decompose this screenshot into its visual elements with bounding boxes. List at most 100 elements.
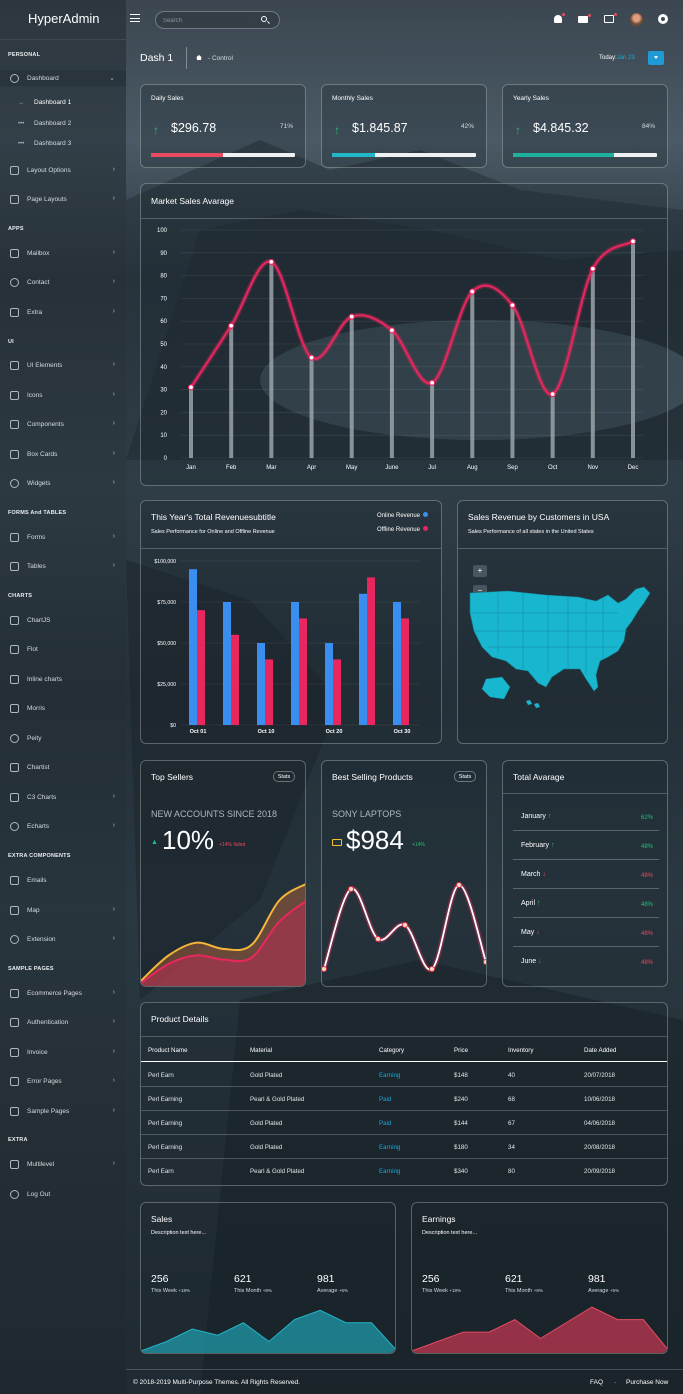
sidebar-item-peity[interactable]: Peity [0, 730, 126, 746]
cell-category-link[interactable]: Earning [379, 1072, 401, 1079]
sidebar-item-ecommerce[interactable]: Ecommerce Pages › [0, 985, 126, 1001]
zoom-in-button[interactable]: + [473, 565, 487, 577]
stat-percent: 42% [460, 123, 474, 130]
sidebar-item-chartist[interactable]: Chartist [0, 759, 126, 775]
sidebar-item-ui-elements[interactable]: UI Elements › [0, 357, 126, 373]
column-header[interactable]: Material [250, 1047, 273, 1054]
sidebar-item-sample-pages[interactable]: Sample Pages › [0, 1103, 126, 1119]
x-tick-label: Sep [507, 465, 518, 471]
cell-material: Pearl & Gold Plated [250, 1168, 305, 1175]
column-header[interactable]: Price [454, 1047, 469, 1054]
top-sellers-area-chart [141, 883, 305, 986]
column-header[interactable]: Date Added [584, 1047, 617, 1054]
sidebar-item-morris[interactable]: Morris [0, 700, 126, 716]
table-row[interactable]: Perl Earning Gold Plated Earning $180 34… [141, 1135, 667, 1159]
sidebar-item-logout[interactable]: Log Out [0, 1186, 126, 1202]
sidebar-item-authentication[interactable]: Authentication › [0, 1014, 126, 1030]
cell-inventory: 40 [508, 1072, 515, 1079]
usa-map-shape[interactable] [469, 586, 651, 692]
cell-inventory: 80 [508, 1168, 515, 1175]
chevron-right-icon: › [112, 1160, 115, 1167]
search-box [155, 11, 280, 29]
date-dropdown-button[interactable] [648, 51, 664, 65]
table-row[interactable]: Perl Earn Pearl & Gold Plated Earning $3… [141, 1159, 667, 1183]
cell-category-link[interactable]: Earning [379, 1144, 401, 1151]
usa-map[interactable] [468, 583, 658, 713]
sidebar-item-mailbox[interactable]: Mailbox › [0, 245, 126, 261]
sidebar-item-dashboard-2[interactable]: ••• Dashboard 2 [18, 120, 71, 127]
avg-row: April ↑ 48% [513, 890, 659, 918]
column-header[interactable]: Category [379, 1047, 405, 1054]
online-bar [325, 643, 333, 725]
summary-label: Average +5% [588, 1288, 619, 1294]
briefcase-icon[interactable] [604, 13, 617, 23]
sidebar-item-error-pages[interactable]: Error Pages › [0, 1073, 126, 1089]
sidebar-item-dashboard-1[interactable]: → Dashboard 1 [18, 99, 71, 106]
seller-line-orange [141, 883, 305, 982]
table-row[interactable]: Perl Earning Pearl & Gold Plated Paid $2… [141, 1087, 667, 1111]
sidebar-item-layout-options[interactable]: Layout Options › [0, 162, 126, 178]
brand-logo[interactable]: HyperAdmin [0, 0, 126, 40]
arrow-up-icon: ↑ [334, 123, 340, 137]
sidebar-item-echarts[interactable]: Echarts › [0, 818, 126, 834]
sidebar-item-label: Components [27, 420, 64, 428]
sidebar-item-map[interactable]: Map › [0, 902, 126, 918]
avg-row: January ↑ 62% [513, 803, 659, 831]
table-row[interactable]: Perl Earning Gold Plated Paid $144 67 04… [141, 1111, 667, 1135]
cell-category-link[interactable]: Earning [379, 1168, 401, 1175]
section-apps: APPS [8, 226, 24, 232]
y-tick-label: $25,000 [157, 682, 176, 688]
summary-label: This Month +8% [505, 1288, 543, 1294]
home-icon[interactable] [196, 55, 202, 60]
mail-icon[interactable] [578, 14, 591, 23]
sidebar-item-chartjs[interactable]: ChartJS [0, 612, 126, 628]
market-bar [189, 387, 193, 458]
sidebar-item-contact[interactable]: Contact › [0, 274, 126, 290]
sidebar-item-icons[interactable]: Icons › [0, 387, 126, 403]
sidebar-item-extension[interactable]: Extension › [0, 931, 126, 947]
best-selling-line-chart [322, 882, 486, 972]
area-chart-icon [10, 703, 19, 713]
sidebar-item-box-cards[interactable]: Box Cards › [0, 446, 126, 462]
sidebar-item-invoice[interactable]: Invoice › [0, 1044, 126, 1060]
cell-category-link[interactable]: Paid [379, 1096, 392, 1103]
earnings-summary-card: Earnings Description text here... 256 Th… [411, 1202, 668, 1354]
avatar[interactable] [630, 13, 643, 26]
sidebar-item-tables[interactable]: Tables › [0, 558, 126, 574]
sidebar-item-extra[interactable]: Extra › [0, 304, 126, 320]
sidebar-item-label: UI Elements [27, 361, 63, 369]
gear-icon[interactable] [658, 14, 668, 24]
menu-toggle-icon[interactable] [130, 14, 140, 22]
sidebar-item-label: Authentication [27, 1018, 69, 1026]
section-charts: CHARTS [8, 593, 33, 599]
cell-date: 04/06/2018 [584, 1120, 615, 1127]
y-tick-label: $100,000 [154, 559, 176, 565]
stats-badge[interactable]: Stats [273, 771, 295, 782]
x-tick-label: May [346, 465, 357, 471]
column-header[interactable]: Product Name [148, 1047, 188, 1054]
sidebar-item-dashboard[interactable]: Dashboard ⌄ [0, 70, 126, 86]
sidebar-item-flot[interactable]: Flot [0, 641, 126, 657]
sidebar-item-page-layouts[interactable]: Page Layouts › [0, 191, 126, 207]
sidebar-item-widgets[interactable]: Widgets › [0, 475, 126, 491]
sidebar-item-forms[interactable]: Forms › [0, 529, 126, 545]
market-point [629, 238, 637, 245]
sidebar-item-c3-charts[interactable]: C3 Charts › [0, 789, 126, 805]
sidebar-item-multilevel[interactable]: Multilevel › [0, 1156, 126, 1172]
cell-category-link[interactable]: Paid [379, 1120, 392, 1127]
table-row[interactable]: Perl Earn Gold Plated Earning $148 40 20… [141, 1063, 667, 1087]
summary-delta: +5% [338, 1288, 349, 1293]
sidebar-item-inline-charts[interactable]: Inline charts [0, 671, 126, 687]
sidebar-item-emails[interactable]: Emails [0, 872, 126, 888]
search-icon[interactable] [261, 16, 267, 22]
bell-icon[interactable] [554, 13, 565, 23]
stats-badge[interactable]: Stats [454, 771, 476, 782]
column-header[interactable]: Inventory [508, 1047, 534, 1054]
sidebar-item-components[interactable]: Components › [0, 416, 126, 432]
section-extra-components: EXTRA COMPONENTS [8, 853, 71, 859]
faq-link[interactable]: FAQ [590, 1379, 604, 1386]
search-input[interactable] [163, 15, 253, 26]
sidebar-item-dashboard-3[interactable]: ••• Dashboard 3 [18, 140, 71, 147]
purchase-now-link[interactable]: Purchase Now [626, 1379, 669, 1386]
progress-fill [151, 153, 223, 157]
